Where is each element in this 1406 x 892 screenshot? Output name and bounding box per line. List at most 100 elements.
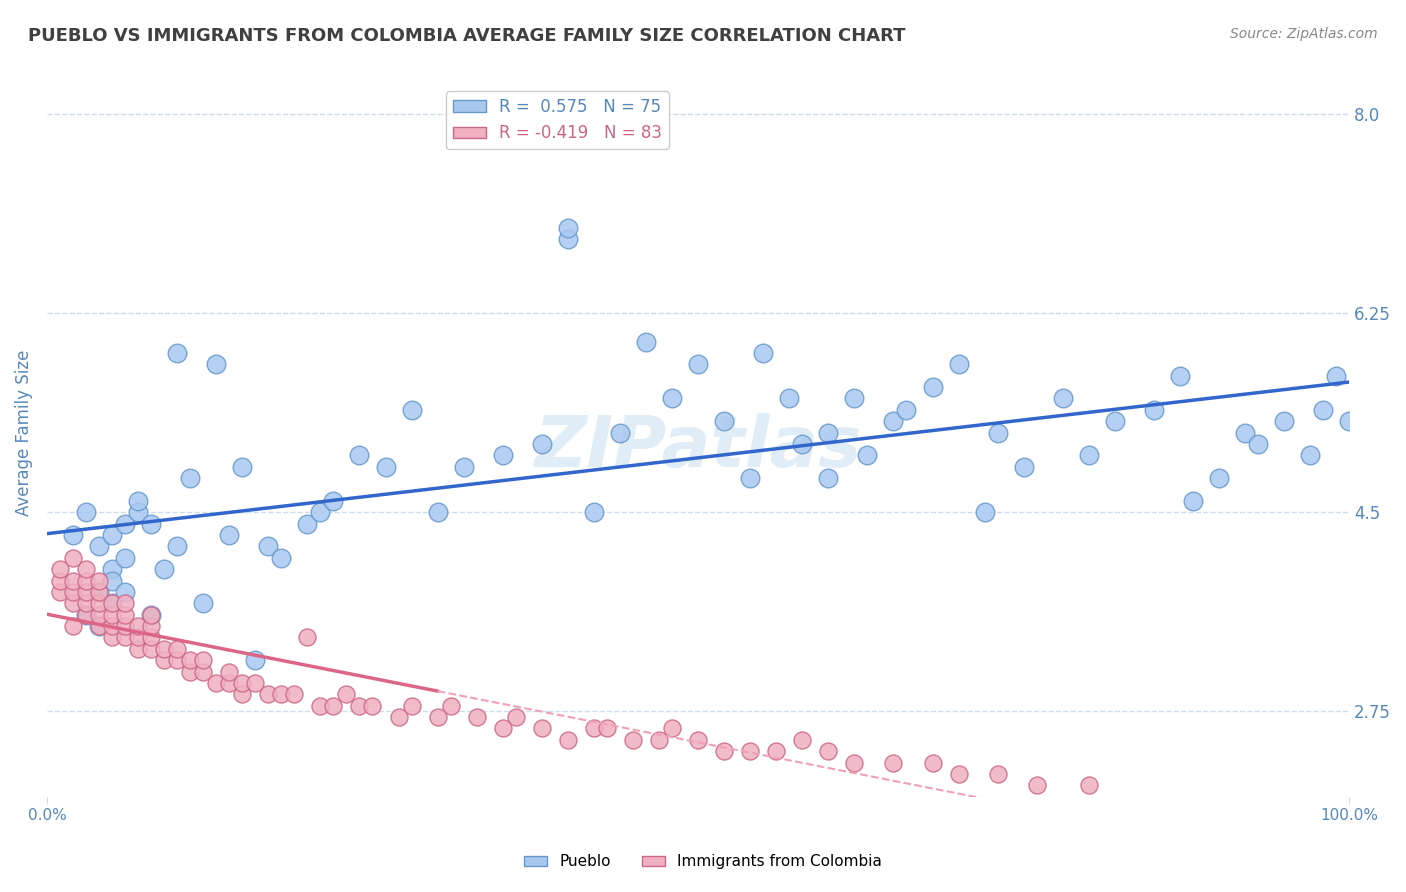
- Point: [621, 732, 644, 747]
- Point: [349, 698, 371, 713]
- Point: [465, 710, 488, 724]
- Point: [139, 607, 162, 622]
- Point: [817, 471, 839, 485]
- Point: [87, 540, 110, 554]
- Point: [844, 392, 866, 406]
- Point: [987, 425, 1010, 440]
- Point: [75, 607, 97, 622]
- Point: [166, 346, 188, 360]
- Point: [374, 459, 396, 474]
- Point: [686, 357, 709, 371]
- Point: [882, 756, 904, 770]
- Point: [973, 505, 995, 519]
- Point: [792, 437, 814, 451]
- Point: [114, 631, 136, 645]
- Point: [440, 698, 463, 713]
- Point: [75, 585, 97, 599]
- Point: [101, 528, 124, 542]
- Point: [179, 471, 201, 485]
- Point: [62, 550, 84, 565]
- Point: [62, 596, 84, 610]
- Point: [75, 607, 97, 622]
- Point: [752, 346, 775, 360]
- Point: [596, 722, 619, 736]
- Point: [87, 619, 110, 633]
- Point: [75, 596, 97, 610]
- Point: [127, 494, 149, 508]
- Point: [1168, 368, 1191, 383]
- Point: [530, 722, 553, 736]
- Point: [309, 505, 332, 519]
- Point: [101, 619, 124, 633]
- Point: [322, 494, 344, 508]
- Point: [609, 425, 631, 440]
- Point: [948, 357, 970, 371]
- Point: [166, 641, 188, 656]
- Point: [817, 425, 839, 440]
- Point: [401, 402, 423, 417]
- Point: [114, 607, 136, 622]
- Point: [218, 665, 240, 679]
- Point: [153, 641, 176, 656]
- Point: [87, 607, 110, 622]
- Legend: Pueblo, Immigrants from Colombia: Pueblo, Immigrants from Colombia: [519, 848, 887, 875]
- Point: [856, 448, 879, 462]
- Point: [661, 722, 683, 736]
- Point: [309, 698, 332, 713]
- Point: [557, 232, 579, 246]
- Point: [114, 619, 136, 633]
- Point: [62, 574, 84, 588]
- Point: [505, 710, 527, 724]
- Point: [127, 505, 149, 519]
- Point: [75, 562, 97, 576]
- Point: [1299, 448, 1322, 462]
- Point: [297, 516, 319, 531]
- Point: [231, 687, 253, 701]
- Point: [218, 676, 240, 690]
- Point: [297, 631, 319, 645]
- Point: [87, 619, 110, 633]
- Point: [1025, 778, 1047, 792]
- Point: [87, 574, 110, 588]
- Point: [231, 459, 253, 474]
- Point: [245, 676, 267, 690]
- Point: [114, 516, 136, 531]
- Y-axis label: Average Family Size: Average Family Size: [15, 350, 32, 516]
- Point: [765, 744, 787, 758]
- Point: [101, 596, 124, 610]
- Point: [844, 756, 866, 770]
- Point: [1052, 392, 1074, 406]
- Point: [139, 641, 162, 656]
- Point: [153, 562, 176, 576]
- Point: [634, 334, 657, 349]
- Point: [349, 448, 371, 462]
- Point: [75, 574, 97, 588]
- Point: [322, 698, 344, 713]
- Point: [257, 687, 280, 701]
- Point: [62, 528, 84, 542]
- Point: [987, 767, 1010, 781]
- Point: [1181, 494, 1204, 508]
- Point: [713, 744, 735, 758]
- Point: [218, 528, 240, 542]
- Point: [1324, 368, 1347, 383]
- Text: PUEBLO VS IMMIGRANTS FROM COLOMBIA AVERAGE FAMILY SIZE CORRELATION CHART: PUEBLO VS IMMIGRANTS FROM COLOMBIA AVERA…: [28, 27, 905, 45]
- Point: [87, 585, 110, 599]
- Point: [387, 710, 409, 724]
- Point: [101, 596, 124, 610]
- Point: [661, 392, 683, 406]
- Point: [205, 676, 228, 690]
- Point: [49, 574, 72, 588]
- Point: [492, 448, 515, 462]
- Point: [921, 380, 943, 394]
- Point: [1143, 402, 1166, 417]
- Point: [426, 505, 449, 519]
- Point: [127, 619, 149, 633]
- Point: [1272, 414, 1295, 428]
- Point: [205, 357, 228, 371]
- Point: [648, 732, 671, 747]
- Point: [557, 220, 579, 235]
- Point: [101, 574, 124, 588]
- Point: [1077, 778, 1099, 792]
- Point: [101, 607, 124, 622]
